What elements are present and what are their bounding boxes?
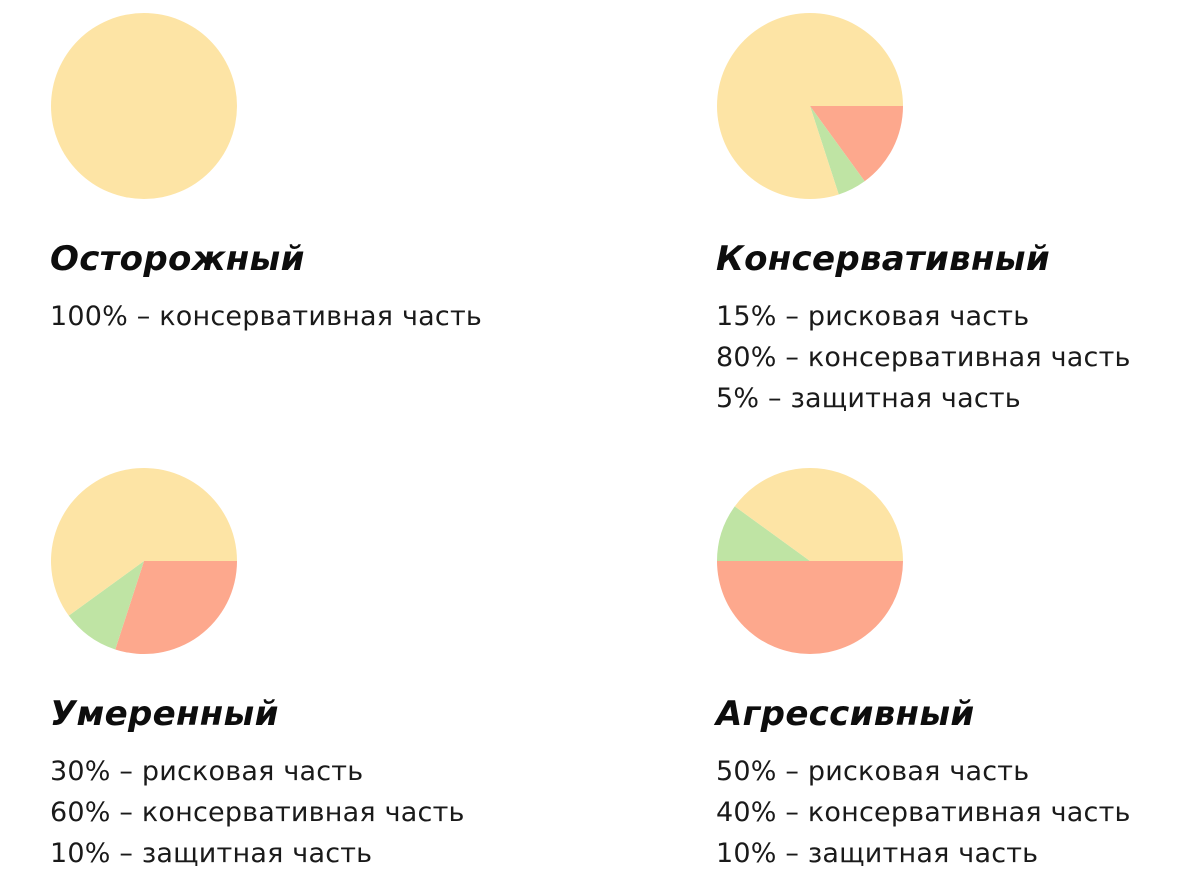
pie-slice-risk bbox=[717, 561, 903, 654]
profile-title: Осторожный bbox=[50, 239, 305, 279]
allocation-line: 60% – консервативная часть bbox=[50, 797, 465, 828]
pie-chart bbox=[50, 467, 238, 655]
allocation-line: 15% – рисковая часть bbox=[716, 301, 1030, 332]
pie-chart bbox=[51, 13, 237, 199]
allocation-list: 50% – рисковая часть 40% – консервативна… bbox=[716, 751, 1131, 874]
allocation-line: 10% – защитная часть bbox=[716, 838, 1039, 869]
pie-slice-protective bbox=[68, 561, 144, 650]
allocation-list: 15% – рисковая часть 80% – консервативна… bbox=[716, 296, 1131, 419]
pie-chart bbox=[717, 468, 903, 654]
pie-slice-conservative bbox=[717, 13, 903, 200]
profile-title: Консервативный bbox=[716, 239, 1050, 279]
pie-slice-conservative bbox=[51, 13, 237, 199]
allocation-line: 80% – консервативная часть bbox=[716, 342, 1131, 373]
profile-title: Агрессивный bbox=[716, 694, 975, 734]
allocation-line: 50% – рисковая часть bbox=[716, 756, 1030, 787]
pie-slice-risk bbox=[115, 561, 238, 655]
allocation-line: 5% – защитная часть bbox=[716, 383, 1021, 414]
profile-conservative: Консервативный 15% – рисковая часть 80% … bbox=[716, 12, 1200, 432]
pie-slice-conservative bbox=[734, 468, 903, 561]
profile-title: Умеренный bbox=[50, 694, 279, 734]
pie-slice-protective bbox=[810, 106, 865, 195]
profile-aggressive: Агрессивный 50% – рисковая часть 40% – к… bbox=[716, 467, 1200, 887]
allocation-line: 40% – консервативная часть bbox=[716, 797, 1131, 828]
allocation-line: 10% – защитная часть bbox=[50, 838, 373, 869]
pie-chart bbox=[717, 13, 903, 200]
allocation-line: 30% – рисковая часть bbox=[50, 756, 364, 787]
pie-slice-conservative bbox=[50, 467, 237, 616]
allocation-line: 100% – консервативная часть bbox=[50, 301, 482, 332]
pie-slice-risk bbox=[810, 106, 903, 182]
pie-slice-protective bbox=[717, 506, 810, 561]
profile-cautious: Осторожный 100% – консервативная часть bbox=[50, 12, 550, 432]
profile-moderate: Умеренный 30% – рисковая часть 60% – кон… bbox=[50, 467, 550, 887]
allocation-list: 100% – консервативная часть bbox=[50, 296, 482, 337]
allocation-list: 30% – рисковая часть 60% – консервативна… bbox=[50, 751, 465, 874]
